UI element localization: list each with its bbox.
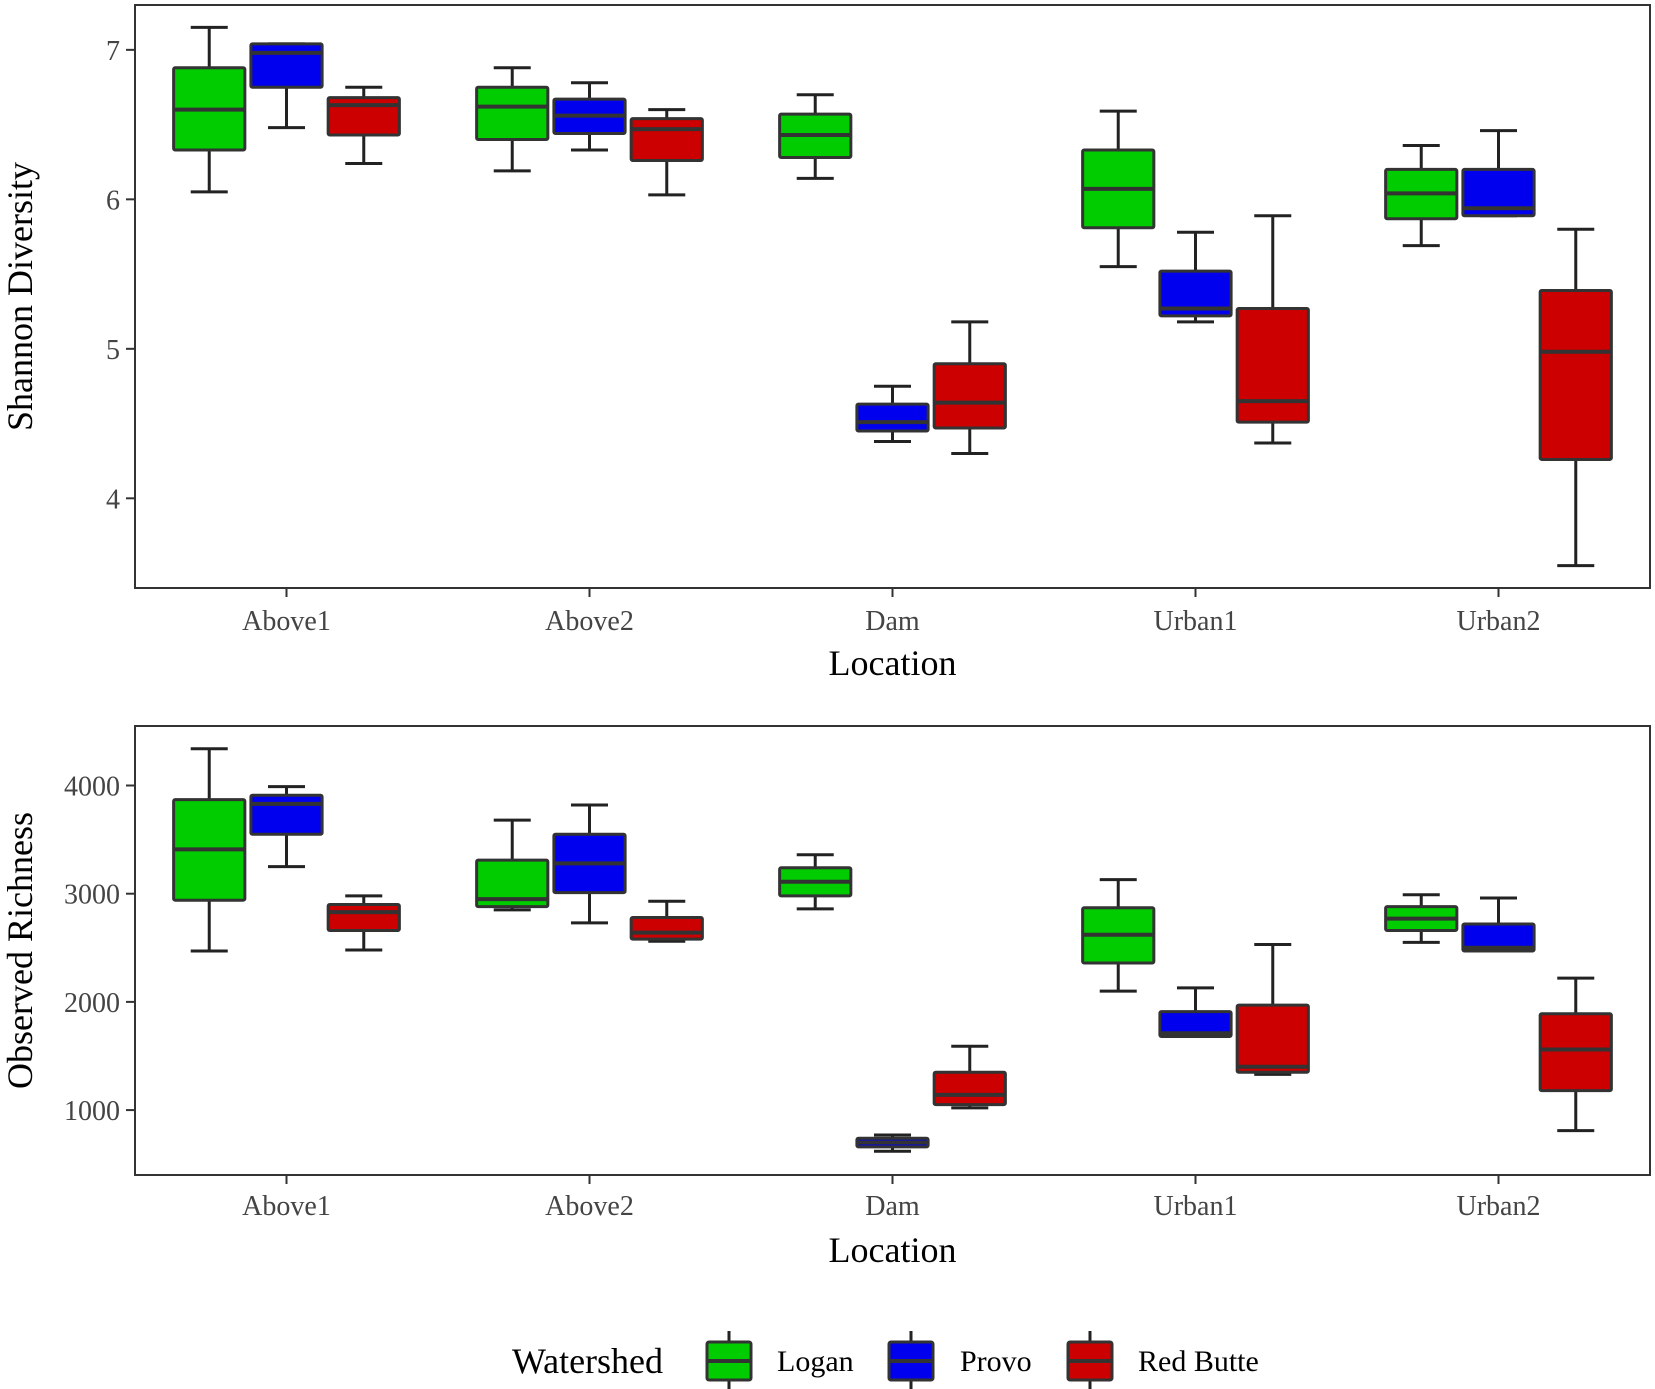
box-red-butte-urban1 — [1235, 214, 1310, 445]
box-body — [1235, 306, 1310, 424]
legend-label: Red Butte — [1138, 1345, 1259, 1378]
shannon-diversity-panel: 4 5 6 7 Above1 Above2 Dam Urban1 Urban2 Location S… — [0, 4, 1651, 683]
y-tick-label: 3000 — [64, 880, 120, 911]
box-body — [1235, 1003, 1310, 1074]
box-logan-urban1 — [1081, 878, 1156, 993]
legend-item-logan: Logan — [705, 1331, 854, 1389]
legend-item-provo: Provo — [887, 1331, 1032, 1389]
legend-label: Provo — [960, 1345, 1032, 1378]
box-logan-urban2 — [1384, 144, 1459, 248]
box-body — [249, 42, 324, 89]
box-red-butte-urban2 — [1538, 227, 1613, 568]
box-logan-urban1 — [1081, 109, 1156, 269]
box-body — [932, 1070, 1007, 1107]
box-logan-above2 — [475, 66, 550, 173]
panel-border — [134, 4, 1651, 589]
y-axis-title: Shannon Diversity — [0, 162, 40, 431]
x-axis-title: Location — [829, 643, 957, 683]
box-logan-above1 — [172, 747, 247, 953]
box-body — [932, 362, 1007, 430]
box-logan-above1 — [172, 25, 247, 194]
box-logan-urban2 — [1384, 893, 1459, 944]
box-body — [1461, 922, 1536, 953]
box-body — [1538, 1012, 1613, 1093]
box-red-butte-above1 — [326, 85, 401, 165]
x-axis-title: Location — [829, 1230, 957, 1270]
box-provo-above2 — [552, 81, 627, 152]
x-tick-label: Urban1 — [1154, 606, 1238, 637]
x-tick-label: Above1 — [242, 606, 331, 637]
legend-label: Logan — [777, 1345, 854, 1378]
x-tick-label: Urban2 — [1457, 1191, 1541, 1222]
box-body — [475, 85, 550, 142]
box-red-butte-above1 — [326, 894, 401, 952]
box-red-butte-above2 — [629, 899, 704, 943]
box-body — [475, 858, 550, 909]
watershed-legend: Watershed Logan Provo Red Butte — [512, 1331, 1259, 1389]
x-tick-label: Above2 — [545, 1191, 634, 1222]
x-tick-label: Dam — [865, 1191, 920, 1222]
y-tick-label: 5 — [106, 335, 120, 366]
box-red-butte-above2 — [629, 108, 704, 197]
x-tick-label: Above1 — [242, 1191, 331, 1222]
x-tick-label: Dam — [865, 606, 920, 637]
observed-richness-panel: 1000 2000 3000 4000 Above1 Above2 Dam Urban1 Urb… — [0, 725, 1651, 1270]
y-tick-label: 7 — [106, 36, 120, 67]
box-red-butte-urban2 — [1538, 976, 1613, 1133]
box-provo-urban1 — [1158, 986, 1233, 1039]
x-tick-label: Above2 — [545, 606, 634, 637]
box-body — [855, 402, 930, 433]
legend-item-red-butte: Red Butte — [1066, 1331, 1259, 1389]
box-provo-dam — [855, 1133, 930, 1153]
box-provo-urban2 — [1461, 129, 1536, 218]
box-provo-above1 — [249, 785, 324, 869]
y-tick-label: 2000 — [64, 988, 120, 1019]
box-provo-urban2 — [1461, 896, 1536, 953]
x-tick-label: Urban2 — [1457, 606, 1541, 637]
box-body — [1538, 289, 1613, 461]
box-provo-above2 — [552, 803, 627, 925]
y-axis-title: Observed Richness — [0, 812, 40, 1089]
y-tick-label: 4 — [106, 484, 120, 515]
x-tick-label: Urban1 — [1154, 1191, 1238, 1222]
box-logan-above2 — [475, 818, 550, 912]
y-tick-label: 6 — [106, 185, 120, 216]
box-body — [249, 793, 324, 836]
box-provo-above1 — [249, 42, 324, 130]
box-body — [1461, 167, 1536, 218]
box-red-butte-dam — [932, 320, 1007, 455]
box-red-butte-urban1 — [1235, 943, 1310, 1076]
box-body — [1158, 269, 1233, 318]
box-body — [629, 117, 704, 162]
box-provo-urban1 — [1158, 230, 1233, 324]
box-body — [629, 916, 704, 941]
box-body — [326, 903, 401, 932]
y-tick-label: 4000 — [64, 772, 120, 803]
box-logan-dam — [778, 853, 853, 911]
box-logan-dam — [778, 93, 853, 180]
box-red-butte-dam — [932, 1044, 1007, 1110]
box-body — [1158, 1010, 1233, 1039]
box-provo-dam — [855, 384, 930, 444]
y-tick-label: 1000 — [64, 1096, 120, 1127]
legend-title: Watershed — [512, 1341, 663, 1381]
